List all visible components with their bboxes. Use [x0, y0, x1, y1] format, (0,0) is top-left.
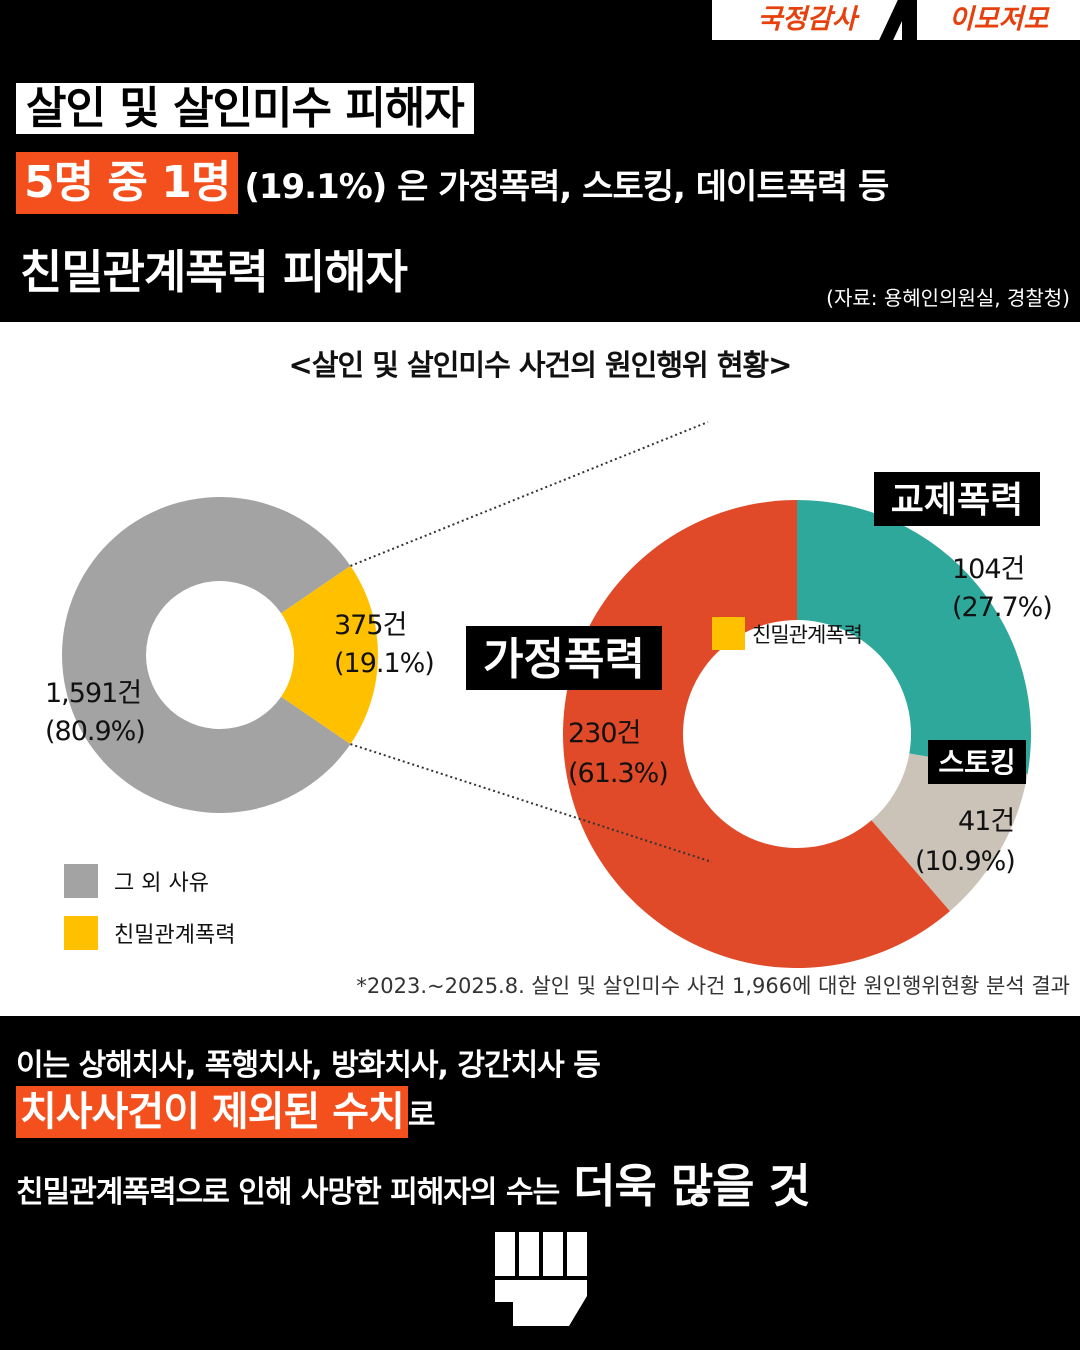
title-highlight: 5명 중 1명: [16, 152, 239, 214]
label-intimate-count: 375건: [334, 610, 406, 641]
center-legend-swatch: [712, 617, 745, 650]
slice-intimate: [281, 565, 378, 745]
tag-left: 국정감사: [712, 0, 902, 40]
legend-label-intimate: 친밀관계폭력: [114, 923, 236, 948]
title-line-1: 살인 및 살인미수 피해자: [16, 78, 474, 140]
title-line-3: 친밀관계폭력 피해자: [20, 245, 408, 299]
chart-panel: <살인 및 살인미수 사건의 원인행위 현황> 1,591건 (80.9%) 375…: [0, 322, 1080, 1016]
top-tag: 국정감사 이모저모: [712, 0, 1080, 44]
connector-bottom: [350, 743, 713, 863]
tag-gyoje-bg: [874, 472, 1040, 526]
slice-gajeong: [563, 500, 950, 968]
label-gajeong-pct: (61.3%): [568, 758, 668, 789]
center-legend-label: 친밀관계폭력: [752, 623, 862, 647]
tag-stalking-bg: [928, 740, 1026, 784]
tag-gajeong: 가정폭력: [483, 634, 645, 685]
connector-top: [350, 421, 709, 567]
bottom-line-1: 이는 상해치사, 폭행치사, 방화치사, 강간치사 등: [16, 1048, 601, 1083]
title-line-2-rest: (19.1%) 은 가정폭력, 스토킹, 데이트폭력 등: [244, 166, 889, 207]
tag-gyoje: 교제폭력: [891, 480, 1023, 521]
legend-item-intimate: 친밀관계폭력: [64, 916, 235, 950]
footnote: *2023.~2025.8. 살인 및 살인미수 사건 1,966에 대한 원인…: [356, 974, 1070, 998]
label-other-count: 1,591건: [45, 678, 141, 709]
tag-gajeong-bg: [466, 626, 662, 690]
label-gyoje-pct: (27.7%): [952, 592, 1052, 623]
title-line-2: 5명 중 1명 (19.1%) 은 가정폭력, 스토킹, 데이트폭력 등: [16, 152, 889, 214]
chart-title: <살인 및 살인미수 사건의 원인행위 현황>: [288, 348, 793, 382]
legend-swatch-other: [64, 864, 98, 898]
label-other-pct: (80.9%): [45, 716, 145, 747]
tag-stalking: 스토킹: [938, 746, 1015, 779]
label-gyoje-count: 104건: [952, 554, 1024, 585]
label-stalking-pct: (10.9%): [915, 846, 1015, 877]
bottom-line-2: 치사사건이 제외된 수치 로: [16, 1086, 435, 1138]
bottom-line-3: 친밀관계폭력으로 인해 사망한 피해자의 수는 더욱 많을 것: [16, 1150, 811, 1216]
bottom-line-3-b: 더욱 많을 것: [573, 1159, 811, 1213]
legend: 그 외 사유 친밀관계폭력: [64, 864, 235, 968]
legend-item-other: 그 외 사유: [64, 864, 235, 898]
title-line-1-text: 살인 및 살인미수 피해자: [16, 83, 474, 134]
bottom-line-2-rest: 로: [407, 1098, 436, 1133]
tag-right: 이모저모: [917, 0, 1080, 40]
legend-swatch-intimate: [64, 916, 98, 950]
bottom-line-3-a: 친밀관계폭력으로 인해 사망한 피해자의 수는: [16, 1175, 560, 1210]
chart-svg: 1,591건 (80.9%) 375건 (19.1%) 친밀관계폭력 가정폭력 교제폭력스토…: [45, 421, 1053, 968]
bottom-highlight: 치사사건이 제외된 수치: [16, 1086, 408, 1138]
slice-stalking: [871, 753, 1028, 912]
label-stalking-count: 41건: [958, 806, 1014, 837]
slice-other: [61, 497, 351, 813]
slice-gyoje: [797, 500, 1031, 774]
legend-label-other: 그 외 사유: [114, 871, 209, 896]
source-note: (자료: 용혜인의원실, 경찰청): [826, 286, 1070, 310]
label-gajeong-count: 230건: [568, 718, 640, 749]
label-intimate-pct: (19.1%): [334, 648, 434, 679]
fist-logo-icon: [495, 1232, 587, 1330]
